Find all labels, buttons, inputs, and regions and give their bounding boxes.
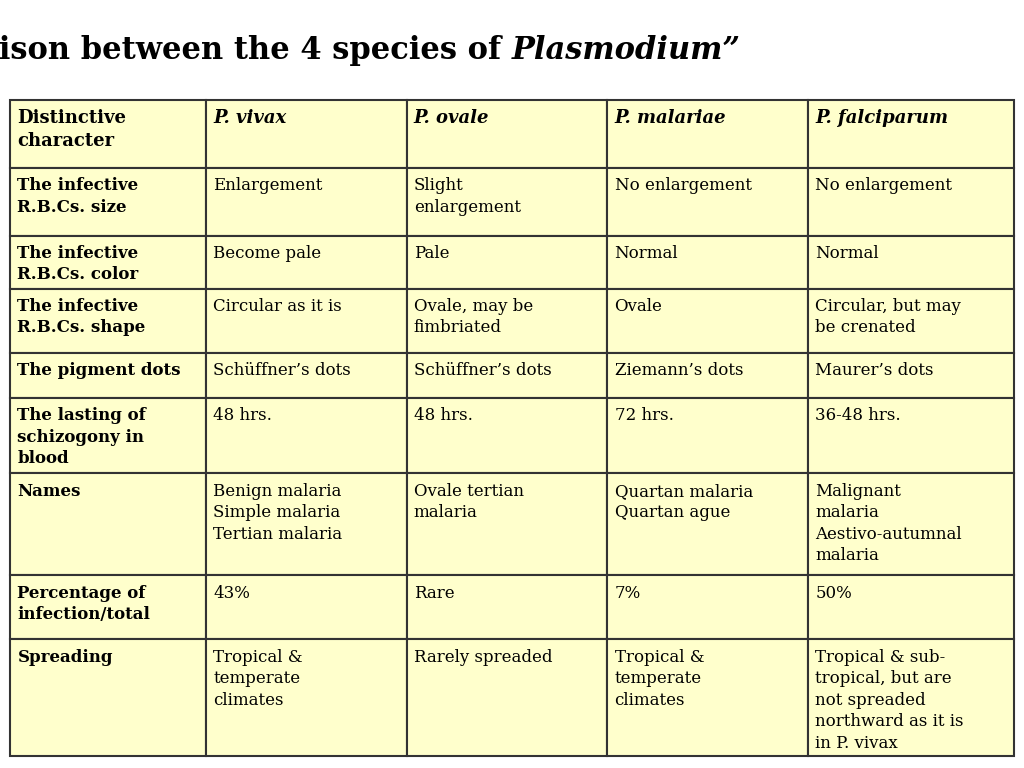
Bar [10,575,206,640]
Text: Malignant
malaria
Aestivo-autumnal
malaria: Malignant malaria Aestivo-autumnal malar… [815,482,962,564]
Bar [206,640,407,756]
Text: 72 hrs.: 72 hrs. [614,407,674,424]
Text: The lasting of
schizogony in
blood: The lasting of schizogony in blood [17,407,146,467]
Bar [10,236,206,289]
Text: Rarely spreaded: Rarely spreaded [414,649,552,666]
Text: Circular, but may
be crenated: Circular, but may be crenated [815,298,962,336]
Bar [407,575,607,640]
Text: Normal: Normal [815,245,879,262]
Text: Schüffner’s dots: Schüffner’s dots [414,362,552,379]
Bar [206,473,407,575]
Text: Rare: Rare [414,584,455,601]
Bar [607,398,808,473]
Text: Ovale: Ovale [614,298,663,315]
Bar [407,167,607,236]
Bar [206,398,407,473]
Text: Enlargement: Enlargement [213,177,323,194]
Bar [607,167,808,236]
Text: Plasmodium”: Plasmodium” [512,35,741,65]
Bar [607,353,808,398]
Bar [10,398,206,473]
Bar [808,575,1014,640]
Bar [407,473,607,575]
Bar [10,353,206,398]
Bar [808,473,1014,575]
Bar [808,640,1014,756]
Bar [10,640,206,756]
Bar [607,473,808,575]
Bar [206,100,407,167]
Bar [407,100,607,167]
Bar [206,289,407,353]
Bar [607,100,808,167]
Text: Distinctive
character: Distinctive character [17,109,126,150]
Text: P. malariae: P. malariae [614,109,726,127]
Text: Names: Names [17,482,81,500]
Text: No enlargement: No enlargement [815,177,952,194]
Text: Pale: Pale [414,245,450,262]
Bar [808,289,1014,353]
Text: Ovale tertian
malaria: Ovale tertian malaria [414,482,524,521]
Bar [808,398,1014,473]
Bar [10,100,206,167]
Text: Circular as it is: Circular as it is [213,298,342,315]
Bar [407,640,607,756]
Text: Normal: Normal [614,245,678,262]
Text: Tropical & sub-
tropical, but are
not spreaded
northward as it is
in P. vivax: Tropical & sub- tropical, but are not sp… [815,649,964,752]
Bar [10,473,206,575]
Bar [607,289,808,353]
Text: The infective
R.B.Cs. shape: The infective R.B.Cs. shape [17,298,145,336]
Text: Tropical &
temperate
climates: Tropical & temperate climates [213,649,303,709]
Bar [407,353,607,398]
Text: Table show “Comparison between the 4 species of: Table show “Comparison between the 4 spe… [0,35,512,66]
Text: Tropical &
temperate
climates: Tropical & temperate climates [614,649,705,709]
Bar [206,353,407,398]
Bar [607,640,808,756]
Bar [206,575,407,640]
Text: Slight
enlargement: Slight enlargement [414,177,521,216]
Text: P. falciparum: P. falciparum [815,109,948,127]
Bar [407,289,607,353]
Text: 50%: 50% [815,584,852,601]
Text: Percentage of
infection/total: Percentage of infection/total [17,584,151,623]
Text: Become pale: Become pale [213,245,322,262]
Text: Spreading: Spreading [17,649,113,666]
Text: Quartan malaria
Quartan ague: Quartan malaria Quartan ague [614,482,753,521]
Bar [206,167,407,236]
Bar [407,236,607,289]
Text: 48 hrs.: 48 hrs. [414,407,473,424]
Text: Benign malaria
Simple malaria
Tertian malaria: Benign malaria Simple malaria Tertian ma… [213,482,342,543]
Text: 7%: 7% [614,584,641,601]
Bar [808,100,1014,167]
Bar [808,353,1014,398]
Text: No enlargement: No enlargement [614,177,752,194]
Bar [808,236,1014,289]
Text: Maurer’s dots: Maurer’s dots [815,362,934,379]
Text: The infective
R.B.Cs. color: The infective R.B.Cs. color [17,245,138,283]
Bar [607,575,808,640]
Text: P. vivax: P. vivax [213,109,287,127]
Text: 36-48 hrs.: 36-48 hrs. [815,407,901,424]
Text: The pigment dots: The pigment dots [17,362,181,379]
Text: 48 hrs.: 48 hrs. [213,407,272,424]
Text: Ovale, may be
fimbriated: Ovale, may be fimbriated [414,298,534,336]
Text: P. ovale: P. ovale [414,109,489,127]
Text: 43%: 43% [213,584,250,601]
Text: The infective
R.B.Cs. size: The infective R.B.Cs. size [17,177,138,216]
Bar [808,167,1014,236]
Bar [607,236,808,289]
Bar [206,236,407,289]
Bar [10,167,206,236]
Text: Ziemann’s dots: Ziemann’s dots [614,362,743,379]
Text: Schüffner’s dots: Schüffner’s dots [213,362,351,379]
Bar [10,289,206,353]
Bar [407,398,607,473]
